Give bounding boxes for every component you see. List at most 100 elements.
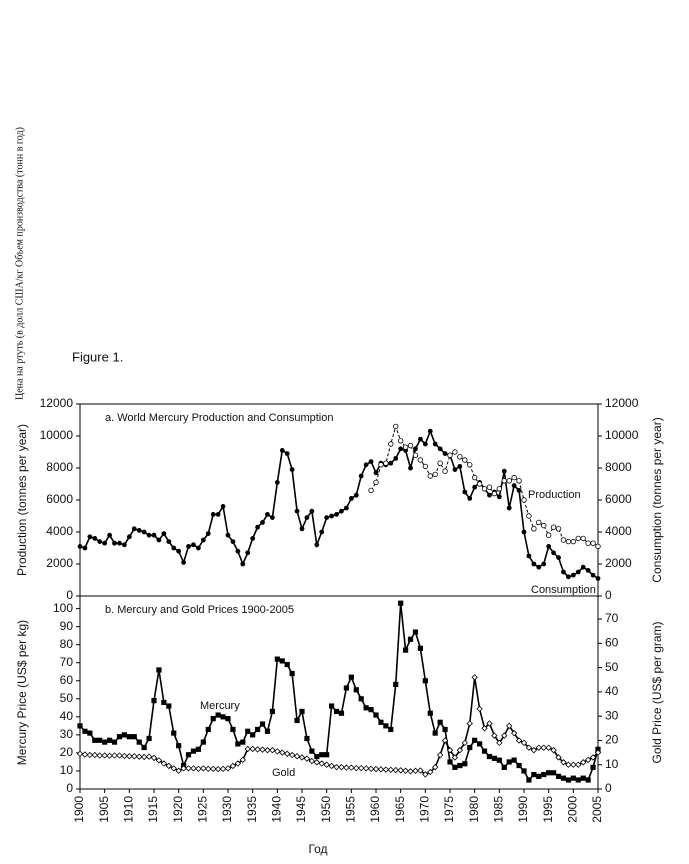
point bbox=[580, 564, 586, 570]
point bbox=[284, 750, 291, 757]
point bbox=[595, 746, 601, 752]
point bbox=[102, 540, 108, 546]
point bbox=[324, 752, 330, 758]
point bbox=[205, 765, 212, 773]
point bbox=[575, 569, 581, 575]
point bbox=[481, 748, 488, 754]
point bbox=[215, 512, 221, 517]
point bbox=[210, 765, 217, 773]
point bbox=[111, 752, 118, 759]
point bbox=[260, 520, 265, 525]
point bbox=[570, 538, 577, 545]
x-tick-label: 1930 bbox=[220, 796, 234, 823]
point bbox=[466, 720, 473, 727]
point bbox=[96, 752, 103, 759]
point bbox=[230, 539, 236, 544]
point bbox=[545, 744, 552, 751]
point bbox=[570, 572, 576, 578]
point bbox=[314, 753, 320, 760]
point bbox=[550, 746, 557, 754]
y-tick-label: 40 bbox=[60, 709, 74, 723]
point bbox=[131, 734, 137, 740]
point bbox=[166, 539, 172, 544]
y2-tick-label: 12000 bbox=[605, 396, 639, 410]
point bbox=[491, 490, 498, 497]
point bbox=[407, 636, 414, 642]
point bbox=[590, 764, 596, 770]
point bbox=[87, 730, 93, 736]
point bbox=[565, 761, 572, 768]
point bbox=[304, 515, 310, 520]
x-tick-label: 2000 bbox=[566, 796, 580, 823]
point bbox=[580, 535, 586, 542]
point bbox=[575, 535, 581, 542]
point bbox=[121, 752, 128, 760]
point bbox=[436, 751, 444, 759]
point bbox=[284, 661, 290, 668]
point bbox=[378, 462, 384, 468]
point bbox=[457, 762, 463, 769]
point bbox=[92, 536, 98, 541]
point bbox=[501, 732, 508, 739]
point bbox=[225, 716, 231, 722]
y-tick-label: 0 bbox=[66, 781, 73, 795]
point bbox=[181, 560, 187, 565]
y2-tick-label: 70 bbox=[605, 611, 619, 625]
point bbox=[214, 765, 222, 773]
point bbox=[343, 764, 350, 771]
point bbox=[210, 512, 216, 517]
point bbox=[344, 505, 349, 511]
point bbox=[462, 457, 468, 463]
x-tick-label: 1935 bbox=[245, 796, 259, 823]
point bbox=[393, 681, 399, 687]
point bbox=[594, 749, 602, 756]
point bbox=[151, 532, 157, 538]
point bbox=[393, 423, 399, 430]
point bbox=[259, 746, 266, 753]
point bbox=[117, 540, 122, 546]
point bbox=[398, 600, 404, 606]
point bbox=[191, 542, 196, 548]
point bbox=[122, 542, 127, 548]
y2-tick-label: 30 bbox=[605, 708, 619, 722]
y-axis-title: Production (tonnes per year) bbox=[15, 424, 29, 576]
point bbox=[368, 459, 374, 464]
point bbox=[398, 446, 404, 452]
point bbox=[501, 478, 507, 484]
point bbox=[235, 548, 241, 554]
point bbox=[279, 448, 285, 453]
point bbox=[388, 726, 394, 733]
point bbox=[250, 536, 256, 541]
y2-tick-label: 8000 bbox=[605, 460, 632, 474]
point bbox=[180, 765, 187, 772]
point bbox=[353, 492, 359, 498]
point bbox=[575, 761, 582, 768]
x-tick-label: 1995 bbox=[541, 796, 555, 823]
point bbox=[76, 750, 84, 757]
point bbox=[145, 753, 153, 760]
y-tick-label: 2000 bbox=[46, 556, 73, 570]
x-tick-label: 1985 bbox=[492, 796, 506, 823]
point bbox=[585, 777, 591, 783]
point bbox=[441, 737, 449, 744]
point bbox=[269, 708, 275, 715]
point bbox=[111, 739, 118, 745]
point bbox=[288, 751, 296, 759]
point bbox=[373, 479, 379, 486]
x-tick-label: 1945 bbox=[294, 796, 308, 823]
point bbox=[452, 449, 458, 455]
point bbox=[585, 540, 591, 546]
point bbox=[413, 446, 418, 452]
point bbox=[590, 540, 596, 546]
point bbox=[240, 739, 246, 745]
point bbox=[427, 428, 433, 434]
point bbox=[506, 505, 512, 511]
point bbox=[264, 746, 271, 754]
point bbox=[397, 767, 404, 774]
point bbox=[363, 705, 369, 711]
point bbox=[151, 698, 157, 704]
x-tick-label: 1905 bbox=[97, 796, 111, 823]
point bbox=[382, 766, 390, 773]
point bbox=[526, 777, 532, 783]
